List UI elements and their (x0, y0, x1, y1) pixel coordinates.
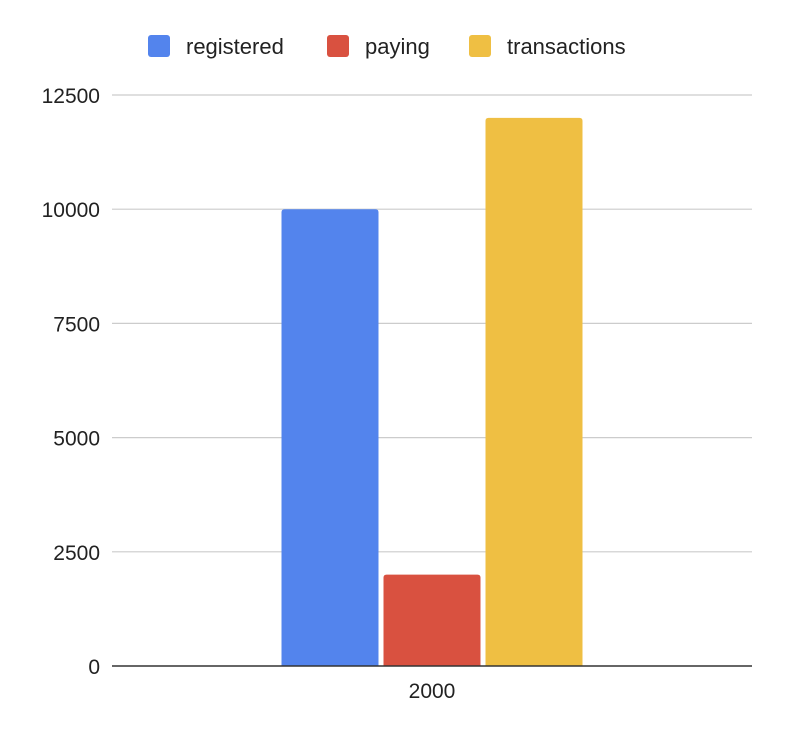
legend-item-transactions: transactions (469, 34, 626, 59)
bar-paying (383, 574, 481, 666)
legend-swatch (148, 35, 170, 57)
legend-label: registered (186, 34, 284, 59)
gridlines (112, 94, 752, 553)
y-tick-label: 5000 (53, 428, 100, 451)
legend-item-paying: paying (327, 34, 430, 59)
legend: registered paying transactions (148, 34, 626, 59)
legend-swatch (469, 35, 491, 57)
y-tick-label: 7500 (53, 313, 100, 336)
y-tick-label: 2500 (53, 542, 100, 565)
y-tick-label: 10000 (42, 199, 100, 222)
legend-swatch (327, 35, 349, 57)
y-tick-label: 12500 (42, 85, 100, 108)
bars (281, 117, 583, 667)
bar-registered (281, 209, 379, 666)
x-axis-ticks: 2000 (409, 680, 456, 703)
legend-label: paying (365, 34, 430, 59)
bar-transactions (485, 117, 583, 667)
x-tick-label: 2000 (409, 680, 456, 703)
y-axis-ticks: 0 2500 5000 7500 10000 12500 (42, 85, 100, 679)
legend-label: transactions (507, 34, 626, 59)
y-tick-label: 0 (88, 656, 100, 679)
legend-item-registered: registered (148, 34, 284, 59)
